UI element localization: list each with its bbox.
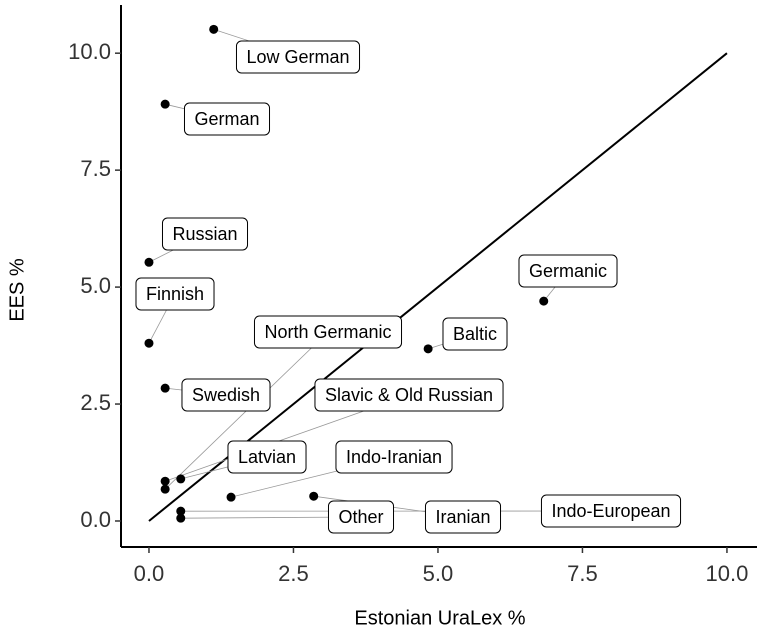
y-tick-label: 10.0 [68, 39, 111, 64]
label-frame [161, 217, 249, 251]
point-label: Slavic & Old Russian [325, 385, 493, 405]
label-box: Baltic [442, 317, 508, 351]
point-label: Other [338, 507, 383, 527]
label-frame [424, 500, 502, 534]
points [144, 24, 549, 523]
point [176, 474, 186, 484]
point-label: German [194, 109, 259, 129]
point [144, 257, 154, 267]
point-label: Indo-European [551, 501, 670, 521]
x-tick-label: 0.0 [134, 561, 165, 586]
label-frame [442, 317, 508, 351]
label-frame [135, 277, 215, 311]
point [539, 296, 549, 306]
label-frame [540, 494, 682, 528]
label-box: Low German [235, 40, 361, 74]
label-frame [314, 378, 504, 412]
point-label: Indo-Iranian [346, 447, 442, 467]
label-box: Slavic & Old Russian [314, 378, 504, 412]
point-label: Iranian [435, 507, 490, 527]
y-tick-label: 5.0 [80, 273, 111, 298]
point [160, 484, 170, 494]
point [423, 344, 433, 354]
x-tick-label: 5.0 [423, 561, 454, 586]
label-box: Germanic [518, 254, 618, 288]
label-box: Finnish [135, 277, 215, 311]
label-frame [518, 254, 618, 288]
label-box: Indo-European [540, 494, 682, 528]
point-label: Russian [172, 224, 237, 244]
label-frame [227, 440, 307, 474]
point [309, 491, 319, 501]
y-tick-label: 7.5 [80, 156, 111, 181]
x-tick-label: 10.0 [706, 561, 749, 586]
labels: Low German German Russian Finnish Swedish Ger… [135, 40, 682, 534]
point [160, 476, 170, 486]
label-frame [181, 378, 271, 412]
point-label: Swedish [192, 385, 260, 405]
point [176, 506, 186, 516]
point [160, 99, 170, 109]
point-label: North Germanic [264, 322, 391, 342]
point [209, 24, 219, 34]
x-tick-label: 7.5 [567, 561, 598, 586]
label-box: Iranian [424, 500, 502, 534]
label-box: North Germanic [253, 315, 403, 349]
point [160, 383, 170, 393]
label-box: German [183, 102, 271, 136]
y-axis-title: EES % [6, 258, 28, 322]
label-box: Latvian [227, 440, 307, 474]
x-axis-title: Estonian UraLex % [354, 607, 525, 629]
label-box: Other [327, 500, 395, 534]
label-frame [253, 315, 403, 349]
point-label: Baltic [453, 324, 497, 344]
point-label: Low German [246, 47, 349, 67]
y-tick-label: 0.0 [80, 507, 111, 532]
label-box: Indo-Iranian [335, 440, 453, 474]
label-frame [327, 500, 395, 534]
point [226, 492, 236, 502]
point [144, 338, 154, 348]
label-box: Russian [161, 217, 249, 251]
point [176, 513, 186, 523]
point-label: Latvian [238, 447, 296, 467]
x-tick-label: 2.5 [278, 561, 309, 586]
point-label: Finnish [146, 284, 204, 304]
label-frame [335, 440, 453, 474]
point-label: Germanic [529, 261, 607, 281]
y-tick-label: 2.5 [80, 390, 111, 415]
label-frame [235, 40, 361, 74]
label-frame [183, 102, 271, 136]
label-box: Swedish [181, 378, 271, 412]
